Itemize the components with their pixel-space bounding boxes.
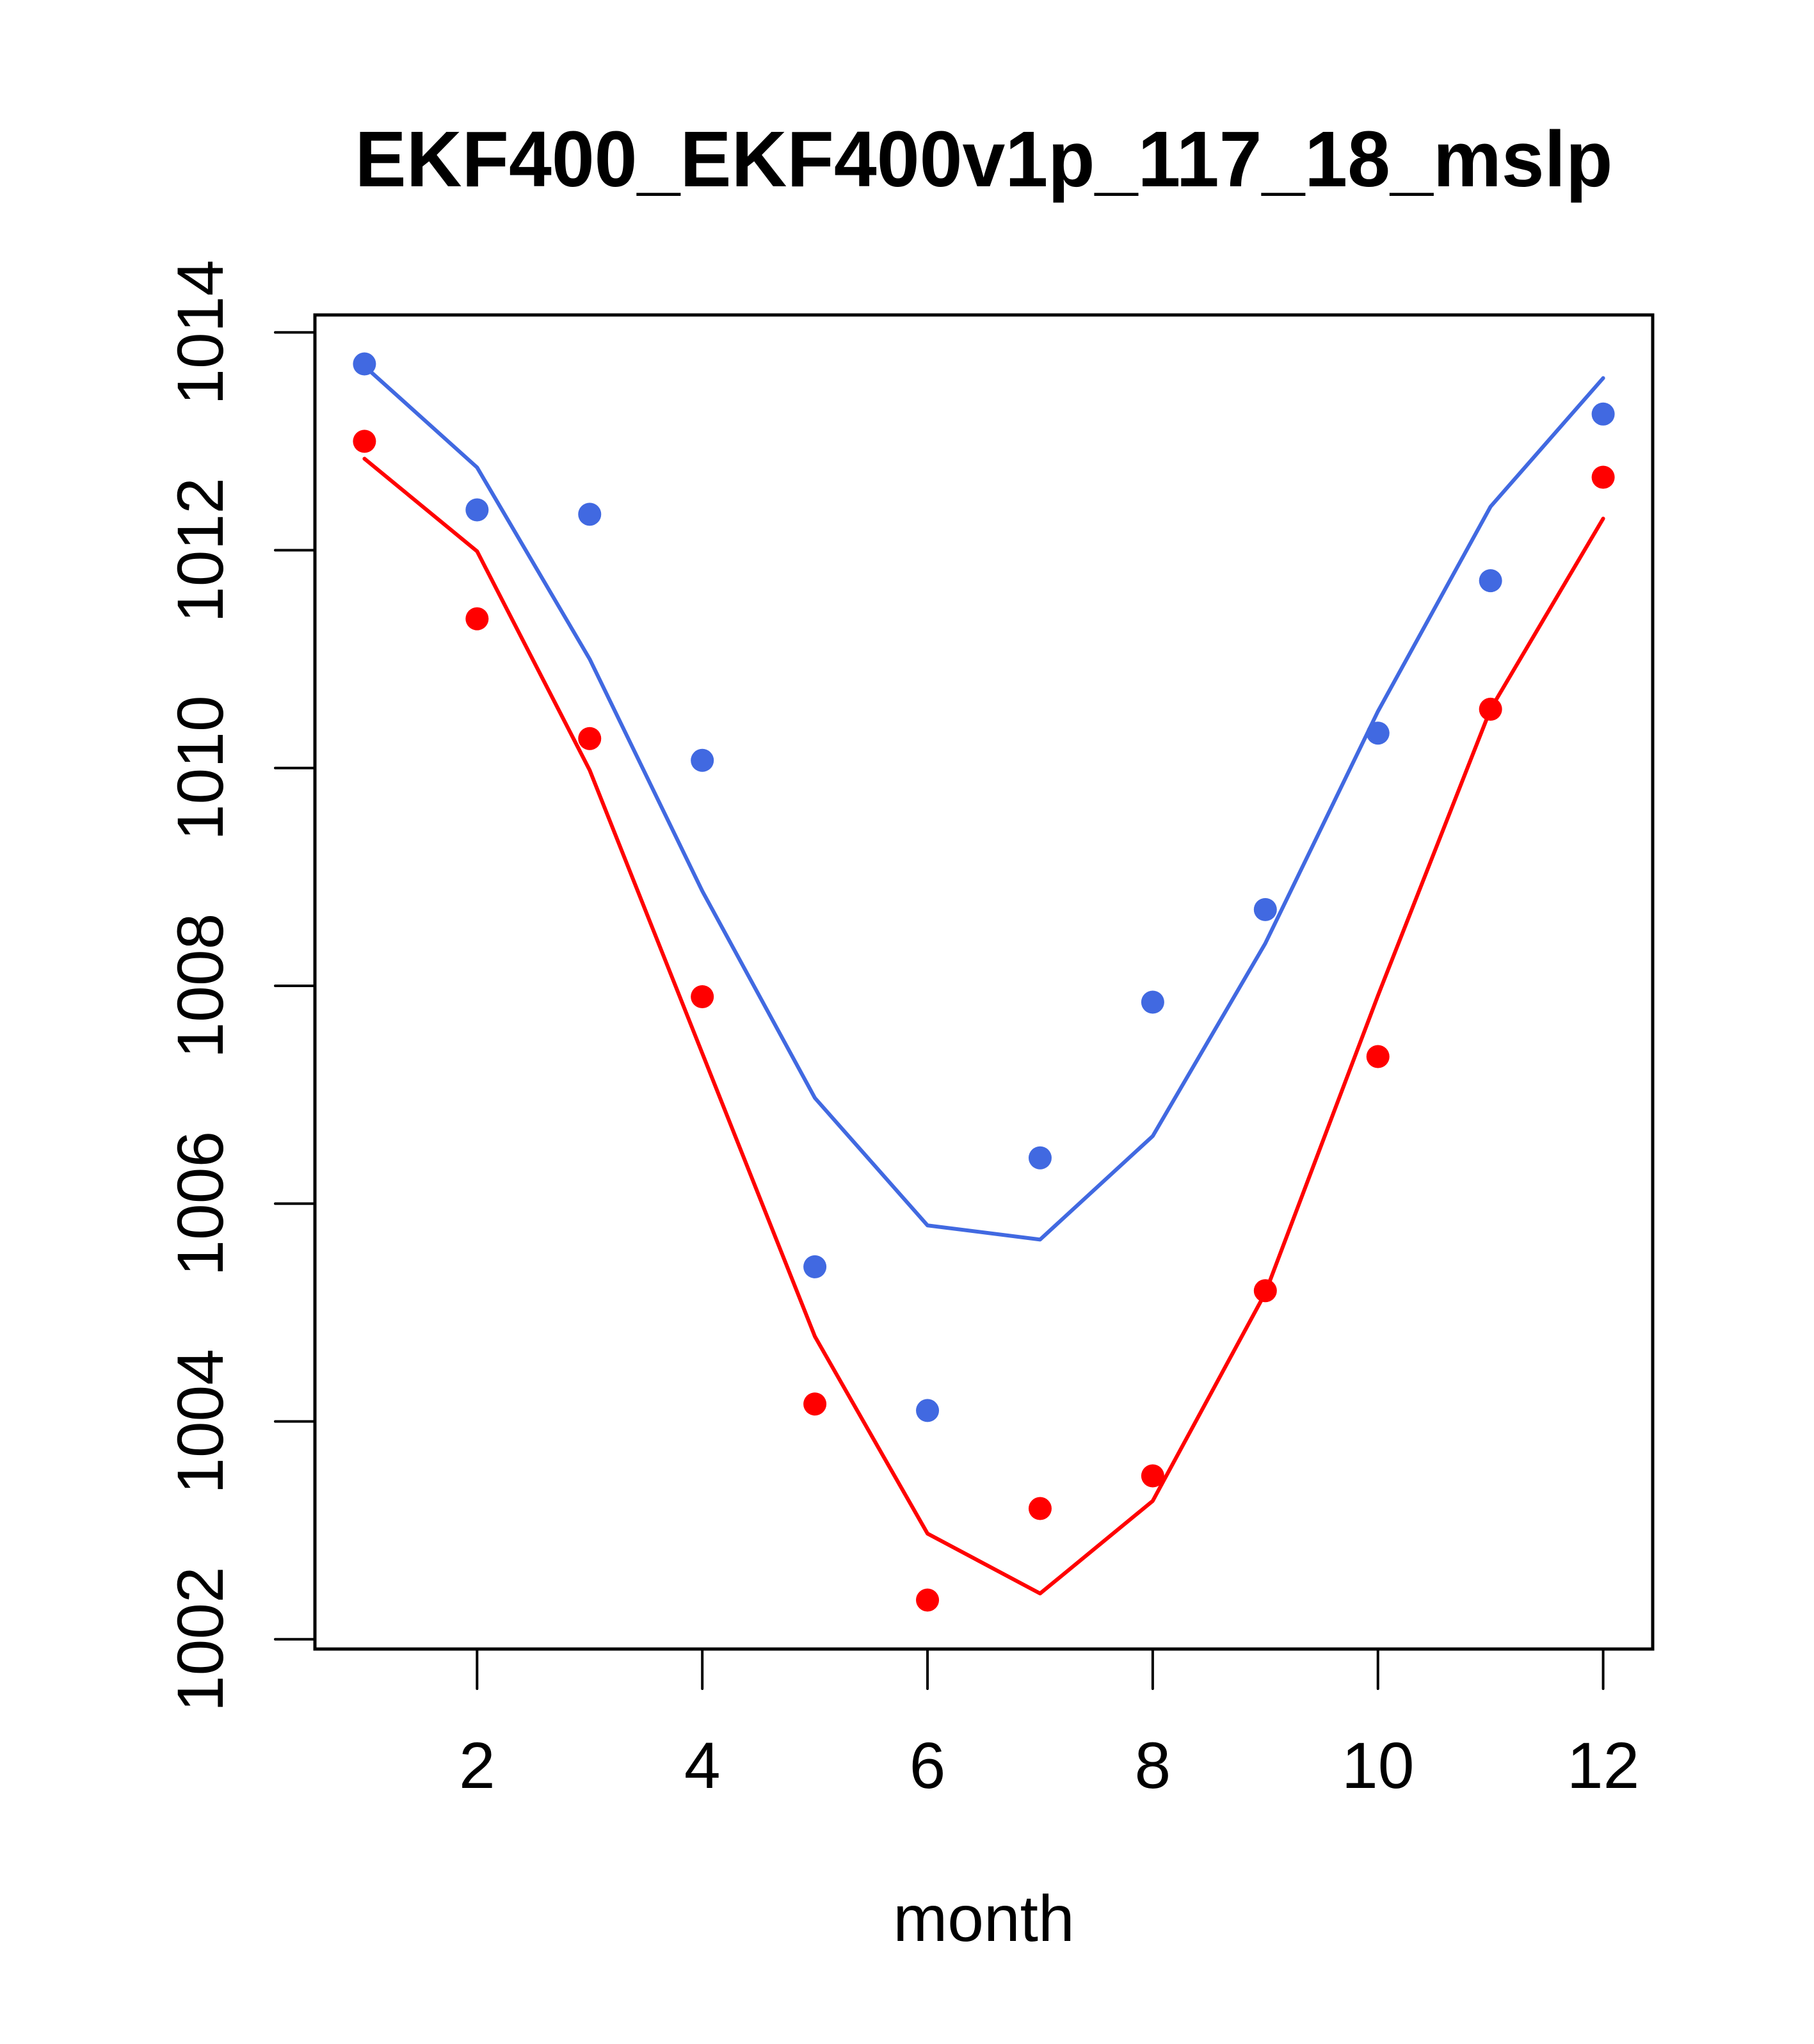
blue-series-point [353, 352, 376, 376]
x-tick-label: 10 [1342, 1729, 1414, 1802]
red-series-point [1366, 1045, 1390, 1068]
blue-series-point [1141, 990, 1164, 1014]
red-series-point [1028, 1497, 1052, 1520]
blue-series-point [916, 1399, 940, 1422]
x-tick-label: 4 [684, 1729, 721, 1802]
blue-series-line [362, 364, 1605, 1242]
y-tick-label: 1014 [164, 260, 237, 405]
blue-series-point [1253, 897, 1277, 921]
chart-title: EKF400_EKF400v1p_117_18_mslp [355, 116, 1613, 204]
red-series-point [1141, 1464, 1164, 1488]
red-series-point [803, 1392, 827, 1416]
red-series-point [691, 985, 714, 1008]
plot-frame [313, 313, 1655, 1651]
blue-series-point [578, 503, 602, 526]
blue-series-point [1366, 721, 1390, 745]
blue-series-point [1479, 569, 1502, 593]
blue-series-point [465, 498, 489, 522]
y-tick-label: 1012 [164, 478, 237, 623]
x-axis-label: month [893, 1882, 1075, 1955]
y-tick-label: 1010 [164, 695, 237, 841]
red-series-point [578, 727, 602, 750]
y-tick-label: 1008 [164, 913, 237, 1058]
x-tick-label: 12 [1567, 1729, 1639, 1802]
red-series-point [1591, 465, 1615, 489]
red-series-point [465, 607, 489, 631]
red-series-line [362, 456, 1605, 1596]
x-tick-label: 8 [1135, 1729, 1171, 1802]
blue-series-point [691, 748, 714, 772]
y-tick-label: 1006 [164, 1131, 237, 1276]
x-tick-label: 6 [910, 1729, 946, 1802]
red-series-point [916, 1588, 940, 1612]
red-series-point [1479, 697, 1502, 721]
red-series-point [1253, 1279, 1277, 1303]
red-series-point [353, 430, 376, 453]
blue-series-point [1028, 1146, 1052, 1170]
series-layer [353, 352, 1615, 1612]
blue-series-point [1591, 402, 1615, 426]
x-tick-label: 2 [459, 1729, 495, 1802]
y-tick-label: 1004 [164, 1349, 237, 1494]
blue-series-point [803, 1255, 827, 1278]
y-tick-label: 1002 [164, 1566, 237, 1712]
